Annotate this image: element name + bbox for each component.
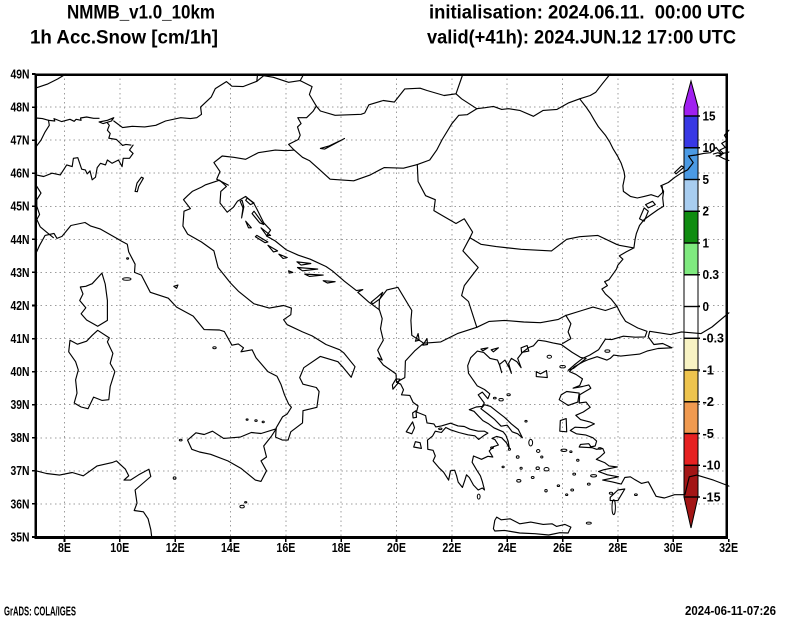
svg-text:16E: 16E xyxy=(276,540,295,555)
svg-text:-5: -5 xyxy=(703,426,715,441)
svg-text:45N: 45N xyxy=(11,199,30,214)
svg-text:43N: 43N xyxy=(11,265,30,280)
svg-text:46N: 46N xyxy=(11,166,30,181)
svg-text:10E: 10E xyxy=(110,540,129,555)
svg-text:35N: 35N xyxy=(11,529,30,544)
svg-text:24E: 24E xyxy=(498,540,517,555)
svg-text:-15: -15 xyxy=(703,489,721,504)
svg-text:28E: 28E xyxy=(608,540,627,555)
svg-text:15: 15 xyxy=(703,108,716,123)
svg-text:-1: -1 xyxy=(703,362,715,377)
svg-text:47N: 47N xyxy=(11,133,30,148)
svg-text:12E: 12E xyxy=(166,540,185,555)
svg-text:30E: 30E xyxy=(664,540,683,555)
svg-text:-10: -10 xyxy=(703,458,721,473)
svg-text:32E: 32E xyxy=(719,540,738,555)
svg-text:2: 2 xyxy=(703,204,710,219)
svg-text:10: 10 xyxy=(703,140,716,155)
svg-text:5: 5 xyxy=(703,172,710,187)
svg-text:valid(+41h): 2024.JUN.12 17:00: valid(+41h): 2024.JUN.12 17:00 UTC xyxy=(427,28,736,49)
svg-text:44N: 44N xyxy=(11,232,30,247)
svg-text:-0.3: -0.3 xyxy=(703,331,725,346)
svg-text:22E: 22E xyxy=(442,540,461,555)
svg-text:18E: 18E xyxy=(332,540,351,555)
svg-text:1: 1 xyxy=(703,235,710,250)
svg-text:0: 0 xyxy=(703,299,710,314)
svg-text:26E: 26E xyxy=(553,540,572,555)
svg-text:1h Acc.Snow [cm/1h]: 1h Acc.Snow [cm/1h] xyxy=(30,28,218,49)
svg-text:8E: 8E xyxy=(58,540,71,555)
svg-text:NMMB_v1.0_10km: NMMB_v1.0_10km xyxy=(67,3,215,24)
svg-text:37N: 37N xyxy=(11,463,30,478)
svg-text:2024-06-11-07:26: 2024-06-11-07:26 xyxy=(685,604,776,618)
svg-text:49N: 49N xyxy=(11,66,30,81)
svg-text:-2: -2 xyxy=(703,394,715,409)
svg-text:48N: 48N xyxy=(11,100,30,115)
svg-text:41N: 41N xyxy=(11,331,30,346)
svg-text:36N: 36N xyxy=(11,496,30,511)
svg-text:initialisation: 2024.06.11. 0: initialisation: 2024.06.11. 00:00 UTC xyxy=(429,3,745,24)
svg-text:40N: 40N xyxy=(11,364,30,379)
svg-text:38N: 38N xyxy=(11,430,30,445)
svg-text:GrADS: COLA/IGES: GrADS: COLA/IGES xyxy=(4,605,76,618)
svg-text:14E: 14E xyxy=(221,540,240,555)
svg-text:0.3: 0.3 xyxy=(703,267,720,282)
svg-text:20E: 20E xyxy=(387,540,406,555)
svg-text:42N: 42N xyxy=(11,298,30,313)
svg-text:39N: 39N xyxy=(11,397,30,412)
